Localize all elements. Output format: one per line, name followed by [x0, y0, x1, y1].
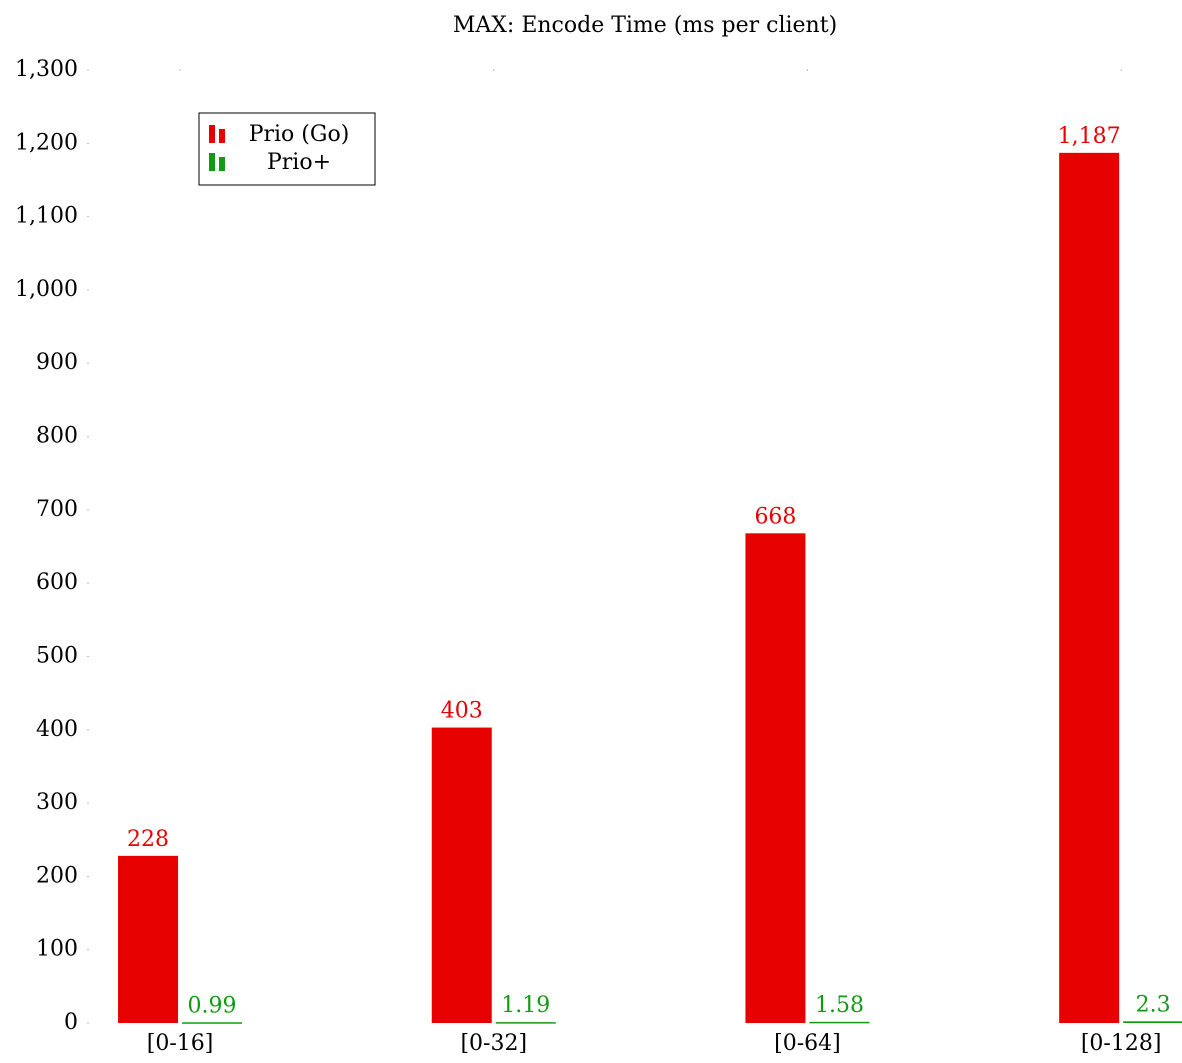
y-tick-label: 600 — [36, 570, 78, 595]
bar — [745, 533, 806, 1023]
data-label: 228 — [127, 827, 169, 852]
y-tick-label: 100 — [36, 937, 78, 962]
bar — [182, 1022, 243, 1024]
bar — [495, 1022, 556, 1024]
legend: Prio (Go) Prio+ — [198, 112, 376, 186]
legend-label: Prio+ — [267, 150, 331, 175]
x-tick-label: [0-32] — [460, 1031, 527, 1056]
legend-box — [198, 112, 376, 186]
bar — [1059, 152, 1120, 1023]
y-tick-label: 1,100 — [15, 204, 78, 229]
legend-swatch — [209, 125, 215, 143]
data-label: 403 — [441, 699, 483, 724]
data-label: 1.19 — [501, 993, 550, 1018]
x-tick-label: [0-16] — [147, 1031, 214, 1056]
data-label: 1.58 — [815, 993, 864, 1018]
legend-swatch — [209, 153, 215, 171]
legend-swatch — [219, 157, 225, 171]
y-tick-label: 900 — [36, 350, 78, 375]
y-tick-label: 700 — [36, 497, 78, 522]
data-label: 2.3 — [1136, 992, 1171, 1017]
y-tick-label: 400 — [36, 717, 78, 742]
y-tick-label: 800 — [36, 424, 78, 449]
legend-swatch — [219, 129, 225, 143]
y-tick-label: 0 — [64, 1010, 78, 1035]
bar — [809, 1021, 870, 1024]
y-tick-label: 300 — [36, 790, 78, 815]
x-tick-label: [0-128] — [1081, 1031, 1162, 1056]
bar — [118, 855, 179, 1023]
y-tick-label: 1,300 — [15, 57, 78, 82]
y-tick-label: 1,200 — [15, 130, 78, 155]
chart-title: MAX: Encode Time (ms per client) — [453, 13, 837, 38]
data-label: 1,187 — [1058, 124, 1121, 149]
y-tick-label: 500 — [36, 643, 78, 668]
y-tick-label: 200 — [36, 863, 78, 888]
x-tick-label: [0-64] — [774, 1031, 841, 1056]
data-label: 668 — [754, 504, 796, 529]
bar — [431, 727, 492, 1023]
legend-label: Prio (Go) — [249, 122, 350, 147]
y-tick-label: 1,000 — [15, 277, 78, 302]
data-label: 0.99 — [188, 993, 237, 1018]
bar — [1123, 1021, 1182, 1023]
